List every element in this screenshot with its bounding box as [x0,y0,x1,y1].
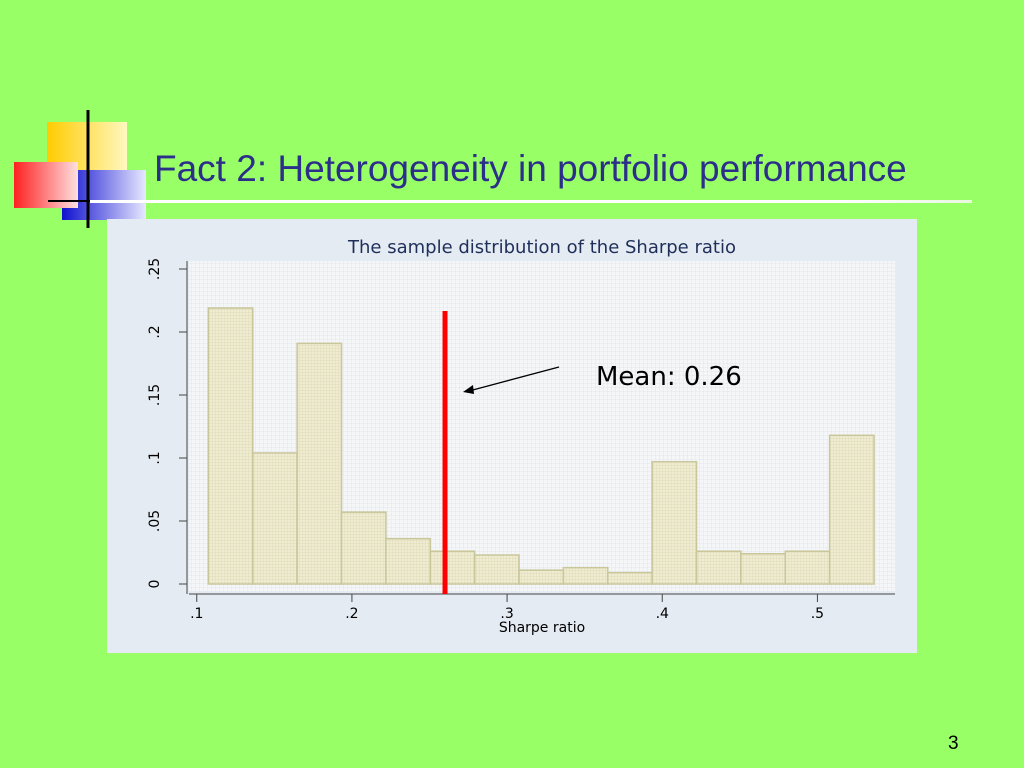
y-tick-label: 0 [147,580,163,589]
histogram-bar [828,434,875,585]
mean-arrow [468,366,560,392]
decorative-logo [14,110,146,228]
histogram-bar [518,569,565,585]
title-divider [90,200,972,203]
histogram-bar [429,550,476,585]
histogram-bar [784,550,831,585]
histogram-bar [252,452,298,585]
histogram-chart: The sample distribution of the Sharpe ra… [147,237,895,636]
x-tick-label: .3 [500,606,513,622]
histogram-bar [695,550,742,585]
mean-arrow-head [463,385,474,394]
y-tick-label: .05 [147,510,163,532]
x-tick-label: .5 [811,606,824,622]
slide-title: Fact 2: Heterogeneity in portfolio perfo… [154,148,907,189]
chart-title: The sample distribution of the Sharpe ra… [347,237,736,258]
histogram-bar [385,537,432,585]
histogram-bar [296,342,343,585]
histogram-bar [207,307,254,585]
y-tick-label: .2 [147,325,163,338]
mean-annotation: Mean: 0.26 [596,362,742,392]
y-tick-label: .25 [147,258,163,280]
histogram-bar [562,566,609,585]
histogram-bar [740,553,787,585]
histogram-bar [473,554,520,585]
page-number: 3 [948,733,959,754]
histogram-bar [340,511,387,585]
chart-panel: The sample distribution of the Sharpe ra… [107,219,917,653]
x-tick-label: .2 [345,606,358,622]
y-tick-label: .15 [147,384,163,406]
x-tick-label: .4 [656,606,669,622]
y-tick-label: .1 [147,451,163,464]
x-axis-label: Sharpe ratio [499,620,585,636]
x-tick-label: .1 [190,606,203,622]
histogram-bar [607,571,653,585]
histogram-bar [651,461,698,585]
